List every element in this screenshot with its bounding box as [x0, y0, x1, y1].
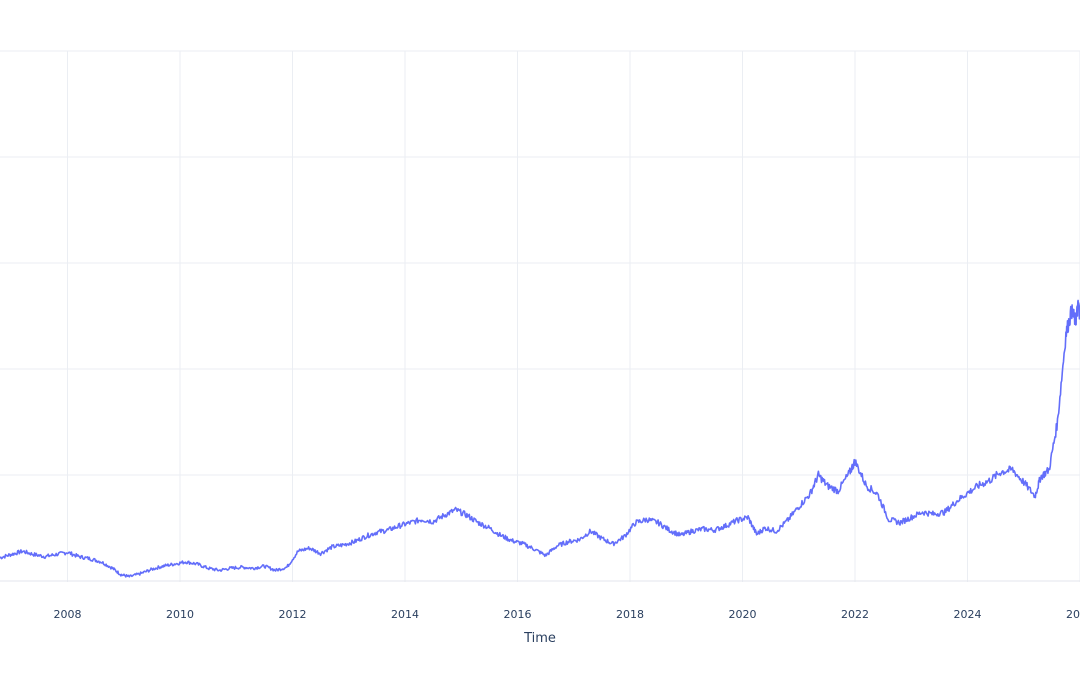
x-gridlines — [67, 51, 1080, 582]
x-tick-label: 2022 — [841, 608, 869, 621]
x-tick-label: 2020 — [729, 608, 757, 621]
x-tick-label: 2012 — [279, 608, 307, 621]
x-tick-label: 2026 — [1066, 608, 1080, 621]
y-gridlines — [0, 50, 1080, 582]
series-line — [0, 299, 1080, 578]
x-tick-label: 2014 — [391, 608, 419, 621]
x-tick-labels: 2008 2010 2012 2014 2016 2018 2020 2022 2024 2026 — [54, 608, 1080, 621]
x-tick-label: 2008 — [54, 608, 82, 621]
x-tick-label: 2024 — [954, 608, 982, 621]
x-tick-label: 2010 — [166, 608, 194, 621]
x-tick-label: 2018 — [616, 608, 644, 621]
x-tick-label: 2016 — [504, 608, 532, 621]
x-axis-title: Time — [523, 631, 556, 646]
